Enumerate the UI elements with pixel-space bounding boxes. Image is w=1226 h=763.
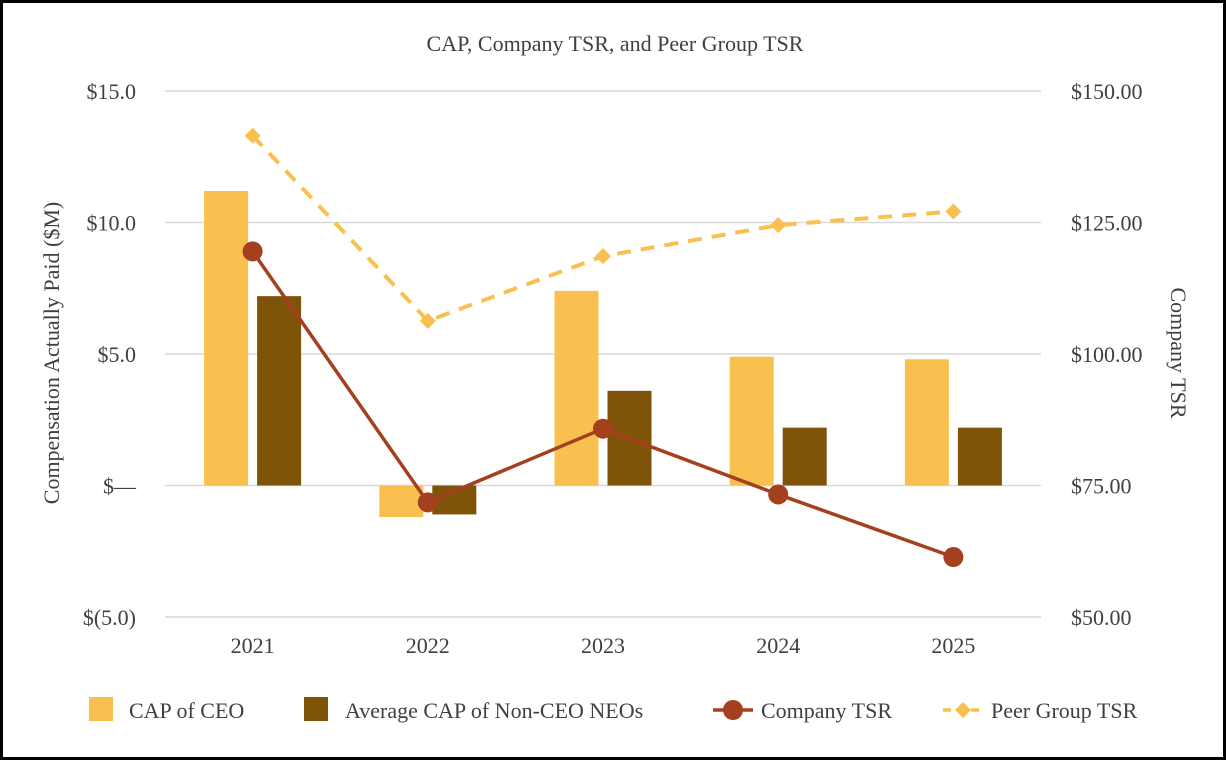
legend-label: Average CAP of Non-CEO NEOs	[345, 698, 643, 723]
bars	[204, 190, 1002, 518]
legend-label: Company TSR	[761, 698, 892, 723]
right-axis-ticks: $150.00 $125.00 $100.00 $75.00 $50.00	[1071, 79, 1143, 630]
bar	[782, 427, 827, 486]
x-axis-ticks: 2021 2022 2023 2024 2025	[231, 633, 976, 658]
legend-swatch	[304, 697, 328, 721]
x-tick-label: 2021	[231, 633, 275, 658]
y-tick-label: $—	[103, 474, 137, 499]
legend: CAP of CEO Average CAP of Non-CEO NEOs Com…	[89, 697, 1138, 723]
bar	[379, 485, 424, 518]
x-tick-label: 2023	[581, 633, 625, 658]
bar	[957, 427, 1002, 486]
legend-label: CAP of CEO	[129, 698, 244, 723]
company-tsr-line	[251, 250, 954, 559]
y2-tick-label: $125.00	[1071, 211, 1143, 236]
legend-swatch	[89, 697, 113, 721]
peer-tsr-point	[419, 312, 436, 329]
legend-label: Peer Group TSR	[991, 698, 1138, 723]
chart: CAP, Company TSR, and Peer Group TSR $15…	[39, 31, 1191, 723]
company-tsr-point	[943, 547, 964, 568]
peer-tsr-point	[244, 127, 261, 144]
company-tsr-point	[242, 241, 263, 262]
y2-tick-label: $100.00	[1071, 342, 1143, 367]
bar	[204, 190, 249, 486]
peer-tsr-point	[770, 217, 787, 234]
y-tick-label: $10.0	[87, 211, 137, 236]
peer-tsr-point	[595, 248, 611, 265]
company-tsr-point	[768, 484, 789, 505]
company-tsr-point	[417, 492, 438, 513]
y-tick-label: $(5.0)	[83, 605, 136, 630]
gridlines	[165, 90, 1041, 618]
company-tsr-point	[593, 418, 613, 439]
x-tick-label: 2024	[756, 633, 800, 658]
legend-marker	[723, 700, 743, 720]
left-axis-ticks: $15.0 $10.0 $5.0 $— $(5.0)	[83, 79, 137, 630]
lines	[242, 127, 964, 568]
x-tick-label: 2022	[406, 633, 450, 658]
y-tick-label: $5.0	[98, 342, 137, 367]
y-tick-label: $15.0	[87, 79, 137, 104]
right-axis-title: Company TSR	[1166, 287, 1191, 418]
chart-title: CAP, Company TSR, and Peer Group TSR	[427, 31, 804, 56]
x-tick-label: 2025	[931, 633, 975, 658]
y2-tick-label: $150.00	[1071, 79, 1143, 104]
peer-tsr-point	[945, 203, 962, 220]
left-axis-title: Compensation Actually Paid ($M)	[39, 202, 64, 504]
peer-tsr-line	[251, 134, 954, 323]
bar	[257, 296, 302, 486]
y2-tick-label: $50.00	[1071, 605, 1132, 630]
y2-tick-label: $75.00	[1071, 474, 1132, 499]
bar	[729, 356, 774, 486]
bar	[554, 290, 599, 486]
legend-marker	[955, 702, 971, 718]
bar	[904, 359, 949, 486]
